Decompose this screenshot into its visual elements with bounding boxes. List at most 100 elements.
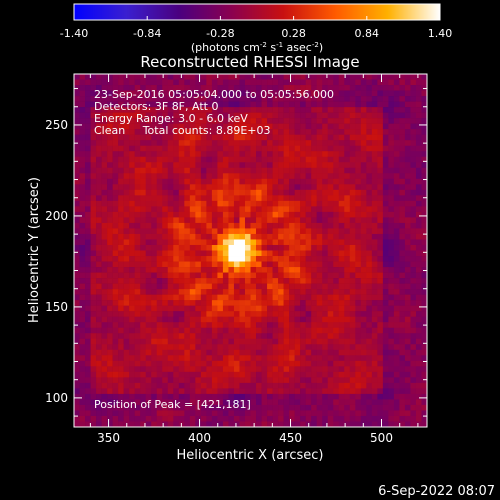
heatmap-cell: [415, 123, 422, 130]
heatmap-cell: [134, 250, 141, 257]
heatmap-cell: [134, 101, 141, 108]
heatmap-cell: [256, 134, 262, 141]
heatmap-cell: [140, 222, 147, 229]
heatmap-cell: [283, 289, 290, 295]
heatmap-cell: [167, 349, 174, 356]
heatmap-cell: [360, 333, 367, 340]
heatmap-cell: [305, 355, 312, 362]
heatmap-cell: [360, 228, 367, 235]
heatmap-cell: [107, 228, 113, 235]
heatmap-cell: [283, 156, 290, 163]
heatmap-cell: [283, 382, 290, 389]
heatmap-cell: [305, 377, 312, 384]
heatmap-cell: [151, 145, 158, 152]
heatmap-cell: [217, 333, 224, 340]
heatmap-cell: [256, 151, 262, 158]
heatmap-cell: [206, 311, 213, 317]
heatmap-cell: [96, 151, 102, 158]
heatmap-cell: [206, 283, 213, 290]
heatmap-cell: [90, 222, 97, 229]
heatmap-cell: [250, 327, 257, 334]
heatmap-cell: [85, 211, 91, 218]
heatmap-cell: [388, 349, 395, 356]
heatmap-cell: [228, 327, 235, 334]
heatmap-cell: [344, 107, 351, 113]
heatmap-cell: [366, 267, 373, 273]
heatmap-cell: [101, 300, 108, 306]
heatmap-cell: [322, 129, 329, 135]
heatmap-cell: [322, 200, 329, 207]
heatmap-cell: [145, 123, 152, 130]
heatmap-cell: [355, 278, 362, 284]
heatmap-cell: [415, 79, 422, 86]
heatmap-cell: [344, 256, 351, 262]
heatmap-cell: [140, 178, 147, 185]
heatmap-cell: [322, 300, 329, 306]
heatmap-cell: [355, 228, 362, 235]
heatmap-cell: [366, 355, 373, 362]
heatmap-cell: [349, 112, 356, 119]
heatmap-cell: [322, 184, 329, 191]
heatmap-cell: [294, 355, 301, 362]
heatmap-cell: [178, 344, 185, 351]
heatmap-cell: [134, 107, 141, 113]
heatmap-cell: [261, 239, 268, 246]
heatmap-cell: [344, 195, 351, 202]
heatmap-cell: [333, 371, 340, 378]
heatmap-cell: [107, 316, 113, 323]
heatmap-cell: [322, 393, 329, 400]
heatmap-cell: [338, 360, 345, 367]
heatmap-cell: [189, 360, 196, 367]
heatmap-cell: [349, 305, 356, 312]
heatmap-cell: [96, 118, 102, 124]
heatmap-cell: [96, 256, 102, 262]
heatmap-cell: [228, 415, 235, 422]
heatmap-cell: [239, 129, 246, 135]
heatmap-cell: [184, 118, 191, 124]
heatmap-cell: [129, 327, 135, 334]
heatmap-cell: [206, 217, 213, 224]
heatmap-cell: [134, 289, 141, 295]
heatmap-cell: [311, 272, 317, 279]
heatmap-cell: [267, 74, 273, 80]
heatmap-cell: [101, 366, 108, 373]
heatmap-cell: [377, 151, 384, 158]
heatmap-cell: [261, 283, 268, 290]
heatmap-cell: [101, 278, 108, 284]
heatmap-cell: [278, 355, 284, 362]
heatmap-cell: [399, 305, 406, 312]
heatmap-cell: [178, 184, 185, 191]
heatmap-cell: [123, 184, 130, 191]
heatmap-cell: [388, 140, 395, 147]
heatmap-cell: [333, 382, 340, 389]
heatmap-cell: [79, 404, 86, 411]
heatmap-cell: [289, 294, 295, 301]
heatmap-cell: [195, 200, 202, 207]
heatmap-cell: [233, 333, 240, 340]
heatmap-cell: [388, 278, 395, 284]
heatmap-cell: [388, 123, 395, 130]
heatmap-cell: [410, 211, 417, 218]
heatmap-cell: [272, 316, 279, 323]
heatmap-cell: [316, 377, 323, 384]
heatmap-cell: [107, 349, 113, 356]
heatmap-cell: [399, 211, 406, 218]
heatmap-cell: [178, 415, 185, 422]
heatmap-cell: [123, 85, 130, 91]
x-tick-label-3: 500: [370, 431, 393, 445]
heatmap-cell: [404, 239, 411, 246]
heatmap-cell: [327, 244, 334, 251]
heatmap-cell: [410, 85, 417, 91]
heatmap-cell: [294, 371, 301, 378]
heatmap-cell: [96, 217, 102, 224]
heatmap-cell: [382, 300, 389, 306]
heatmap-cell: [228, 118, 235, 124]
heatmap-cell: [283, 272, 290, 279]
heatmap-cell: [134, 134, 141, 141]
heatmap-cell: [415, 261, 422, 268]
heatmap-cell: [233, 305, 240, 312]
heatmap-cell: [140, 239, 147, 246]
heatmap-cell: [96, 184, 102, 191]
heatmap-cell: [256, 382, 262, 389]
heatmap-cell: [349, 410, 356, 417]
